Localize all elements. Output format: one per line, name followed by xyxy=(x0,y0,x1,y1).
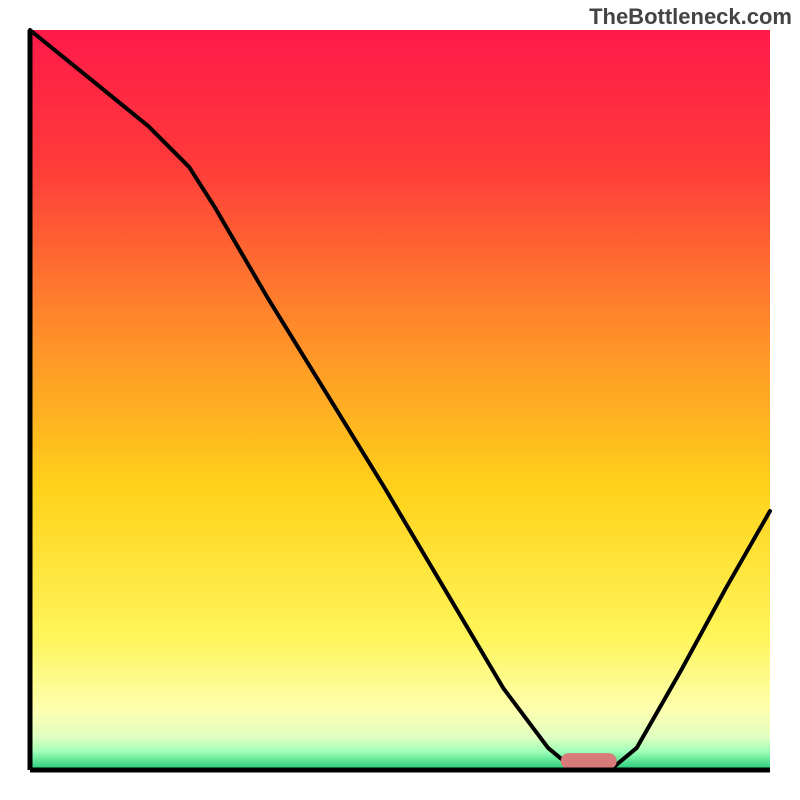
plot-background xyxy=(30,30,770,770)
watermark: TheBottleneck.com xyxy=(589,4,792,30)
optimal-range-marker xyxy=(561,753,617,769)
chart-svg xyxy=(0,0,800,800)
bottleneck-chart xyxy=(0,0,800,800)
